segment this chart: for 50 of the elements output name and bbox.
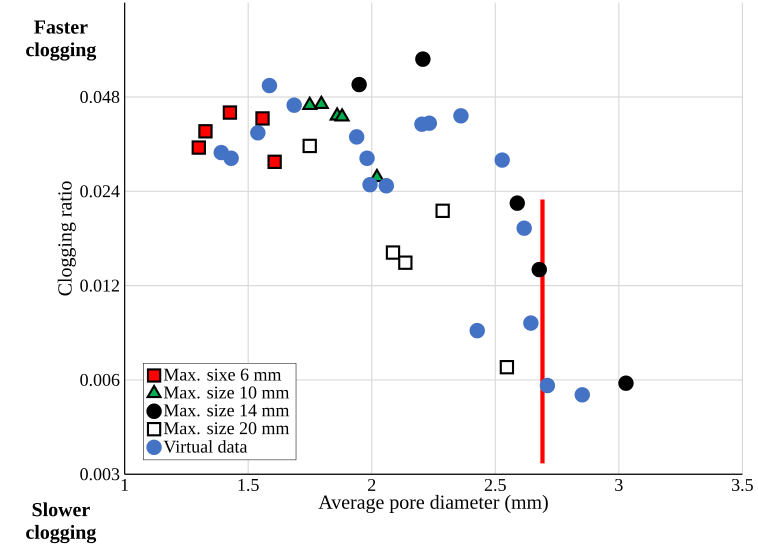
x-tick-label: 1.5 xyxy=(238,478,259,492)
y-axis-title: Clogging ratio xyxy=(58,181,76,296)
point xyxy=(359,150,375,166)
legend-label: Max. size 14 mm xyxy=(164,404,290,416)
y-tick-label: 0.024 xyxy=(80,185,120,198)
point xyxy=(574,387,590,402)
text: Faster clogging xyxy=(26,20,96,61)
legend-label: Max. size 20 mm xyxy=(164,422,290,434)
point xyxy=(362,176,378,192)
x-tick-label: 3 xyxy=(615,478,623,491)
legend-label: Max. size 10 mm xyxy=(164,386,290,399)
x-tick-label: 3.5 xyxy=(732,478,753,492)
point xyxy=(302,138,317,154)
point xyxy=(223,150,239,166)
point xyxy=(470,322,485,338)
point xyxy=(516,220,532,236)
point xyxy=(267,154,282,170)
y-tick-label: 0.048 xyxy=(80,90,120,104)
point xyxy=(494,152,510,168)
point xyxy=(250,125,266,140)
point xyxy=(262,78,278,94)
y-tick-label: 0.006 xyxy=(80,374,120,386)
point xyxy=(378,178,394,194)
point xyxy=(500,360,514,374)
x-tick-label: 2 xyxy=(368,478,376,491)
point xyxy=(351,76,367,92)
point xyxy=(398,256,413,270)
point xyxy=(435,204,450,218)
text: Slower clogging xyxy=(26,502,96,544)
point xyxy=(415,51,431,67)
point xyxy=(453,108,469,124)
legend-label: Virtual data xyxy=(164,440,248,453)
point xyxy=(523,315,539,331)
point xyxy=(510,195,525,211)
y-tick-label: 0.003 xyxy=(80,468,120,480)
point xyxy=(386,245,400,260)
point xyxy=(255,111,270,126)
point xyxy=(618,375,634,391)
point xyxy=(286,97,302,113)
point xyxy=(192,140,206,155)
y-tick-label: 0.012 xyxy=(80,280,119,292)
point xyxy=(348,129,364,145)
legend-label: Max. sixe 6 mm xyxy=(164,368,282,381)
point xyxy=(198,124,213,139)
x-axis-title: Average pore diameter (mm) xyxy=(318,494,548,514)
point xyxy=(532,262,547,278)
x-tick-label: 2.5 xyxy=(484,478,506,492)
point xyxy=(540,378,556,394)
x-tick-label: 1 xyxy=(122,478,128,491)
point xyxy=(222,105,238,120)
